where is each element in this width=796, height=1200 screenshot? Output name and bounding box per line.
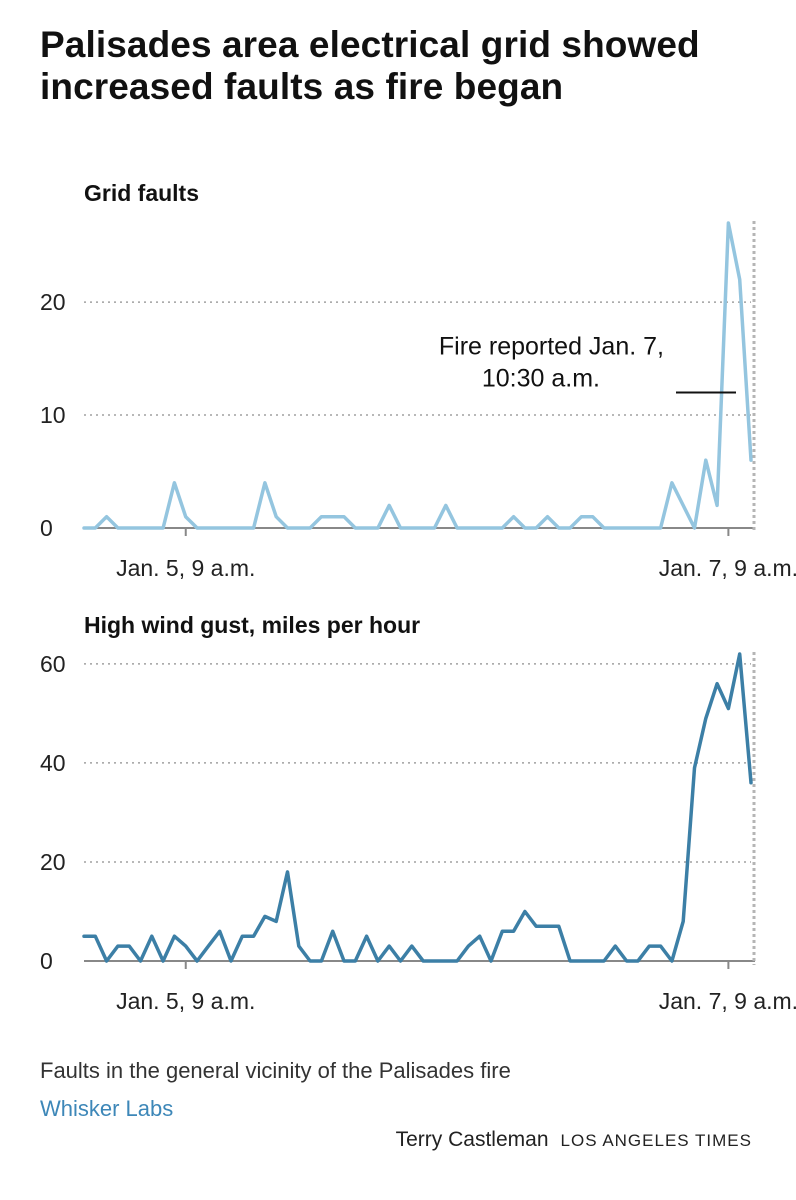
wind-gust-chart: 0 20 40 60 Jan. 5, 9 a.m. Jan. 7, 9 a.m. — [40, 651, 796, 1014]
faults-annotation-line1: Fire reported Jan. 7, — [439, 332, 664, 360]
faults-x-tick-label: Jan. 5, 9 a.m. — [116, 555, 255, 581]
wind-y-tick-label: 0 — [40, 948, 53, 974]
wind-x-tick-label: Jan. 5, 9 a.m. — [116, 988, 255, 1014]
faults-y-tick-label: 0 — [40, 515, 53, 541]
wind-y-tick-label: 20 — [40, 849, 66, 875]
faults-y-tick-label: 20 — [40, 289, 66, 315]
faults-series-line — [82, 221, 753, 530]
faults-x-tick-label: Jan. 7, 9 a.m. — [659, 555, 796, 581]
wind-y-tick-label: 60 — [40, 651, 66, 677]
wind-y-tick-label: 40 — [40, 750, 66, 776]
faults-chart-subtitle: Grid faults — [84, 180, 200, 206]
wind-x-tick-label: Jan. 7, 9 a.m. — [659, 988, 796, 1014]
chart-note: Faults in the general vicinity of the Pa… — [40, 1058, 511, 1083]
wind-series-line — [82, 652, 753, 963]
wind-chart-subtitle: High wind gust, miles per hour — [84, 612, 421, 638]
brand-logo: LOS ANGELES TIMES — [560, 1131, 752, 1150]
author: Terry Castleman — [395, 1128, 549, 1151]
faults-annotation-line2: 10:30 a.m. — [482, 364, 600, 392]
credit-line: Terry Castleman LOS ANGELES TIMES — [396, 1128, 752, 1152]
faults-y-tick-label: 10 — [40, 402, 66, 428]
grid-faults-chart: 0 10 20 Jan. 5, 9 a.m. Jan. 7, 9 a.m. Fire re… — [40, 221, 796, 581]
source-link[interactable]: Whisker Labs — [40, 1096, 174, 1121]
chart-title: Palisades area electrical grid showed in… — [40, 24, 700, 107]
